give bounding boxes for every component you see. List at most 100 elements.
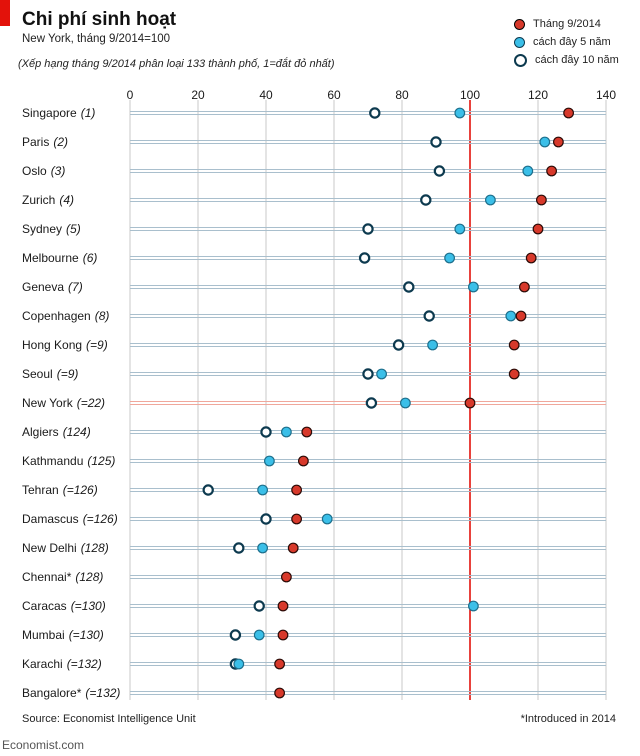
city-name: Melbourne [22,251,79,265]
dot-now [287,542,299,554]
dot-five-years [539,136,551,148]
dot-five-years [522,165,534,177]
dot-ten-years [430,136,442,148]
dot-five-years [321,513,333,525]
row-label: Paris (2) [22,135,68,149]
row-label: New Delhi (128) [22,541,109,555]
x-tick-label: 80 [395,88,409,102]
legend-item-five-years: cách đây 5 năm [514,33,619,51]
city-name: Singapore [22,106,77,120]
row-label: Singapore (1) [22,106,95,120]
dot-now [301,426,313,438]
city-name: Hong Kong [22,338,82,352]
x-tick-label: 60 [327,88,341,102]
city-name: Caracas [22,599,67,613]
dot-five-years [257,484,269,496]
footnote: *Introduced in 2014 [520,713,616,725]
dot-five-years [257,542,269,554]
row-label: Melbourne (6) [22,251,97,265]
city-rank: (=130) [71,599,106,613]
brand-label: Economist.com [2,738,85,752]
dot-five-years [376,368,388,380]
legend-label-five-years: cách đây 5 năm [533,36,611,48]
city-name: Karachi [22,657,63,671]
city-rank: (125) [87,454,115,468]
dot-now [277,600,289,612]
dot-five-years [281,426,292,438]
row-label: Chennai* (128) [22,570,103,584]
city-name: Seoul [22,367,53,381]
dot-now [291,513,303,525]
dot-now [536,194,547,206]
city-rank: (=9) [57,367,79,381]
dot-ten-years [260,426,272,438]
dot-ten-years [202,484,214,496]
city-rank: (5) [66,222,81,236]
chart-note: (Xếp hạng tháng 9/2014 phân loại 133 thà… [18,58,335,70]
dot-five-years [253,629,265,641]
chart-subtitle: New York, tháng 9/2014=100 [22,33,171,45]
x-tick-label: 100 [460,88,480,102]
legend-label-now: Tháng 9/2014 [533,18,601,30]
dot-now [291,484,303,496]
dot-now [274,687,286,699]
dot-five-years [427,339,439,351]
city-name: Algiers [22,425,59,439]
dot-now [525,252,537,264]
legend-label-ten-years: cách đây 10 năm [535,54,619,66]
city-name: Zurich [22,193,55,207]
city-rank: (1) [81,106,96,120]
row-label: Algiers (124) [22,425,91,439]
dot-now [508,368,520,380]
dot-five-years [233,658,245,670]
dot-ten-years [433,165,446,177]
row-label: Oslo (3) [22,164,65,178]
x-tick-label: 40 [259,88,273,102]
dot-five-years [454,107,466,119]
dot-ten-years [229,629,242,641]
legend-item-ten-years: cách đây 10 năm [514,51,619,69]
dot-ten-years [392,339,405,351]
dot-now [274,658,286,670]
dot-now [553,136,564,148]
dot-ten-years [233,542,245,554]
dot-ten-years [423,310,435,322]
row-label: Damascus (=126) [22,512,118,526]
row-label: Hong Kong (=9) [22,338,108,352]
dot-five-years [468,600,479,612]
dot-five-years [468,281,479,293]
city-rank: (=132) [67,657,102,671]
row-label: Bangalore* (=132) [22,686,120,700]
city-name: Tehran [22,483,59,497]
legend: Tháng 9/2014 cách đây 5 năm cách đây 10 … [514,15,619,69]
dot-ten-years [358,252,371,264]
dot-ten-years [365,397,378,409]
dot-ten-years [362,223,374,235]
row-label: Tehran (=126) [22,483,98,497]
x-tick-label: 140 [596,88,616,102]
dot-now [563,107,574,119]
city-name: Mumbai [22,628,65,642]
x-tick-label: 120 [528,88,548,102]
dot-ten-years [260,513,272,525]
city-name: Kathmandu [22,454,83,468]
city-name: Damascus [22,512,79,526]
row-label: Mumbai (=130) [22,628,104,642]
city-rank: (7) [68,280,83,294]
dot-now [546,165,557,177]
city-rank: (128) [81,541,109,555]
legend-dot-five-years [514,36,525,48]
city-rank: (8) [95,309,110,323]
row-label: Kathmandu (125) [22,454,115,468]
city-name: Geneva [22,280,64,294]
city-rank: (128) [75,570,103,584]
dot-ten-years [420,194,432,206]
dot-now [298,455,309,467]
city-rank: (2) [53,135,68,149]
row-label: Geneva (7) [22,280,83,294]
city-rank: (=132) [85,686,120,700]
dot-ten-years [403,281,415,293]
city-name: New Delhi [22,541,77,555]
row-label: Copenhagen (8) [22,309,109,323]
